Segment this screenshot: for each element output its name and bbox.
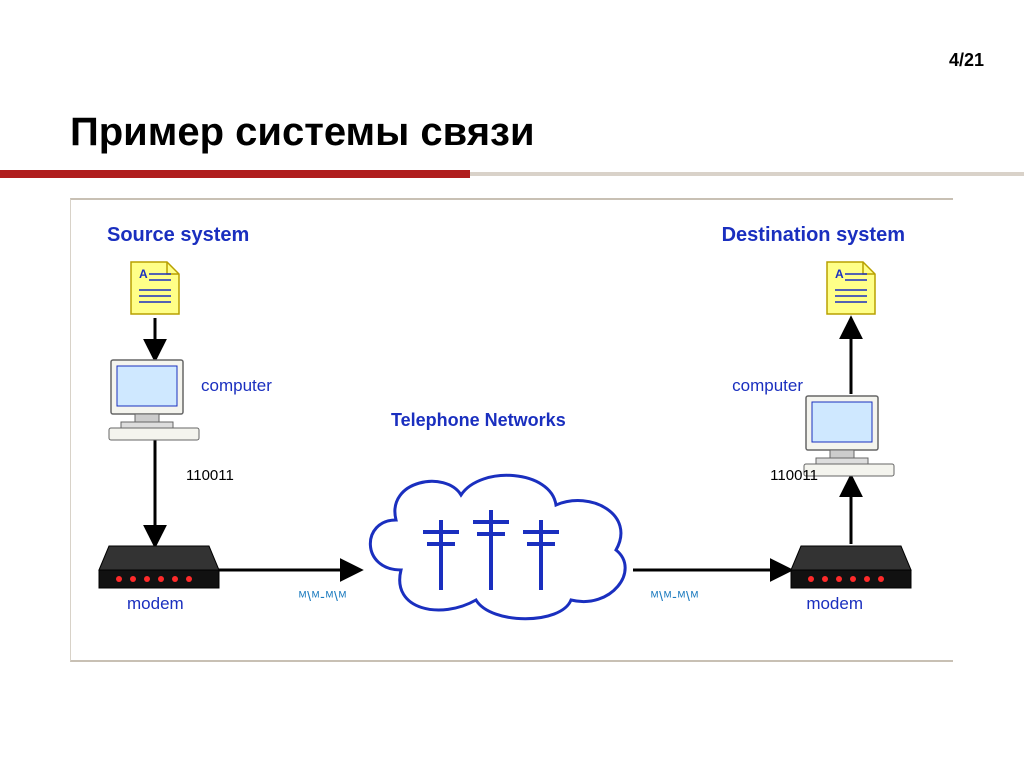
label-destination-system: Destination system <box>722 224 905 247</box>
label-computer-right: computer <box>732 376 803 396</box>
label-modem-left: modem <box>127 594 184 614</box>
page-number: 4/21 <box>949 50 984 71</box>
label-source-system: Source system <box>107 224 249 247</box>
label-modem-right: modem <box>806 594 863 614</box>
modem-icon-destination <box>791 546 911 588</box>
title-rule-gray <box>470 172 1024 176</box>
modem-icon-source <box>99 546 219 588</box>
cloud-icon <box>370 475 625 618</box>
computer-icon-destination <box>804 396 894 476</box>
title-rule-red <box>0 170 470 178</box>
document-icon-destination: A <box>827 262 875 314</box>
computer-icon-source <box>109 360 199 440</box>
label-bits-left: 110011 <box>186 467 234 484</box>
document-icon-source: A <box>131 262 179 314</box>
diagram-frame: A A <box>70 198 953 662</box>
label-bits-right: 110011 <box>770 467 818 484</box>
svg-text:A: A <box>139 267 148 281</box>
svg-text:A: A <box>835 267 844 281</box>
label-telephone-networks: Telephone Networks <box>391 410 566 431</box>
label-wave-left: ᴹ\ᴹ-ᴹ\ᴹ <box>299 588 347 604</box>
label-wave-right: ᴹ\ᴹ-ᴹ\ᴹ <box>651 588 699 604</box>
slide-title: Пример системы связи <box>70 110 535 155</box>
label-computer-left: computer <box>201 376 272 396</box>
communication-diagram: A A <box>71 200 953 660</box>
slide: 4/21 Пример системы связи <box>0 0 1024 767</box>
